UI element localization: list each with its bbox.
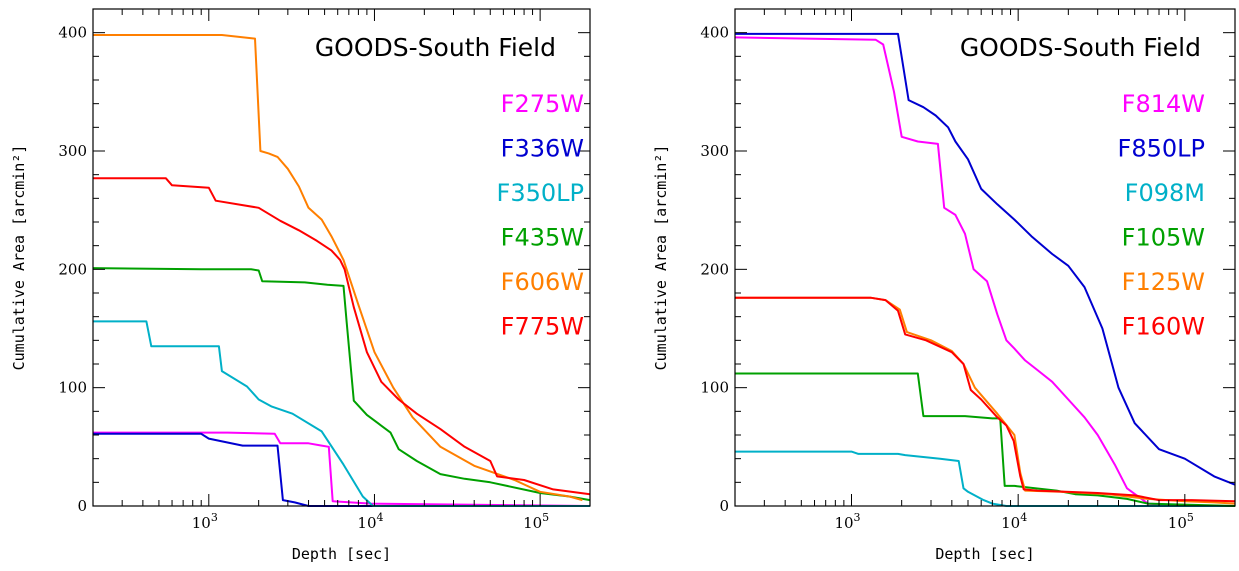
x-tick-label: 105 <box>1168 511 1194 532</box>
legend-entry-f350lp: F350LP <box>497 179 584 207</box>
chart-title: GOODS-South Field <box>960 33 1201 62</box>
y-tick-label: 200 <box>700 260 729 278</box>
y-tick-label: 300 <box>58 142 87 160</box>
legend-entry-f814w: F814W <box>1122 90 1205 118</box>
plot-frame <box>92 8 591 507</box>
x-tick-label: 104 <box>357 511 383 532</box>
series-line-f336w <box>93 432 590 507</box>
series-line-f160w <box>735 296 1236 503</box>
right-chart-panel: 0 100 200 300 400 103 104 105 Depth [sec] Cumulat… <box>652 8 1236 563</box>
series-line-f435w <box>92 267 591 502</box>
legend-entry-f775w: F775W <box>501 313 584 341</box>
series-line-f350lp <box>93 320 590 507</box>
y-tick-label: 400 <box>58 24 87 42</box>
y-tick-label: 100 <box>58 379 87 397</box>
legend-entry-f606w: F606W <box>501 268 584 296</box>
legend-entry-f336w: F336W <box>501 135 584 163</box>
chart-title: GOODS-South Field <box>315 33 556 62</box>
x-axis-label: Depth [sec] <box>935 545 1034 563</box>
legend-entry-f275w: F275W <box>501 90 584 118</box>
y-tick-label: 0 <box>719 497 729 515</box>
y-tick-label: 200 <box>58 260 87 278</box>
left-chart-panel: 0 100 200 300 400 103 104 105 Depth [sec] Cumulat… <box>10 8 591 563</box>
legend-entry-f160w: F160W <box>1122 313 1205 341</box>
x-axis-label: Depth [sec] <box>292 545 391 563</box>
x-tick-label: 103 <box>192 511 218 532</box>
y-tick-label: 300 <box>700 142 729 160</box>
legend-entry-f125w: F125W <box>1122 268 1205 296</box>
legend-entry-f098m: F098M <box>1125 179 1205 207</box>
y-axis-label: Cumulative Area [arcmin²] <box>652 145 670 371</box>
series-line-f098m <box>735 450 1235 507</box>
y-axis-label: Cumulative Area [arcmin²] <box>10 145 28 371</box>
series-line-f775w <box>93 177 591 496</box>
y-tick-label: 0 <box>77 497 87 515</box>
legend-entry-f850lp: F850LP <box>1118 135 1205 163</box>
y-tick-label: 400 <box>700 24 729 42</box>
x-tick-label: 105 <box>523 511 549 532</box>
y-tick-label: 100 <box>700 379 729 397</box>
series-line-f850lp <box>735 32 1236 486</box>
x-tick-label: 103 <box>834 511 860 532</box>
series-line-f275w <box>93 431 591 507</box>
legend-entry-f435w: F435W <box>501 224 584 252</box>
plot-frame <box>734 8 1236 507</box>
series-line-f606w <box>93 34 583 502</box>
series-line-f105w <box>735 372 1236 507</box>
legend-entry-f105w: F105W <box>1122 224 1205 252</box>
series-line-f814w <box>734 36 1185 507</box>
x-tick-label: 104 <box>1001 511 1027 532</box>
